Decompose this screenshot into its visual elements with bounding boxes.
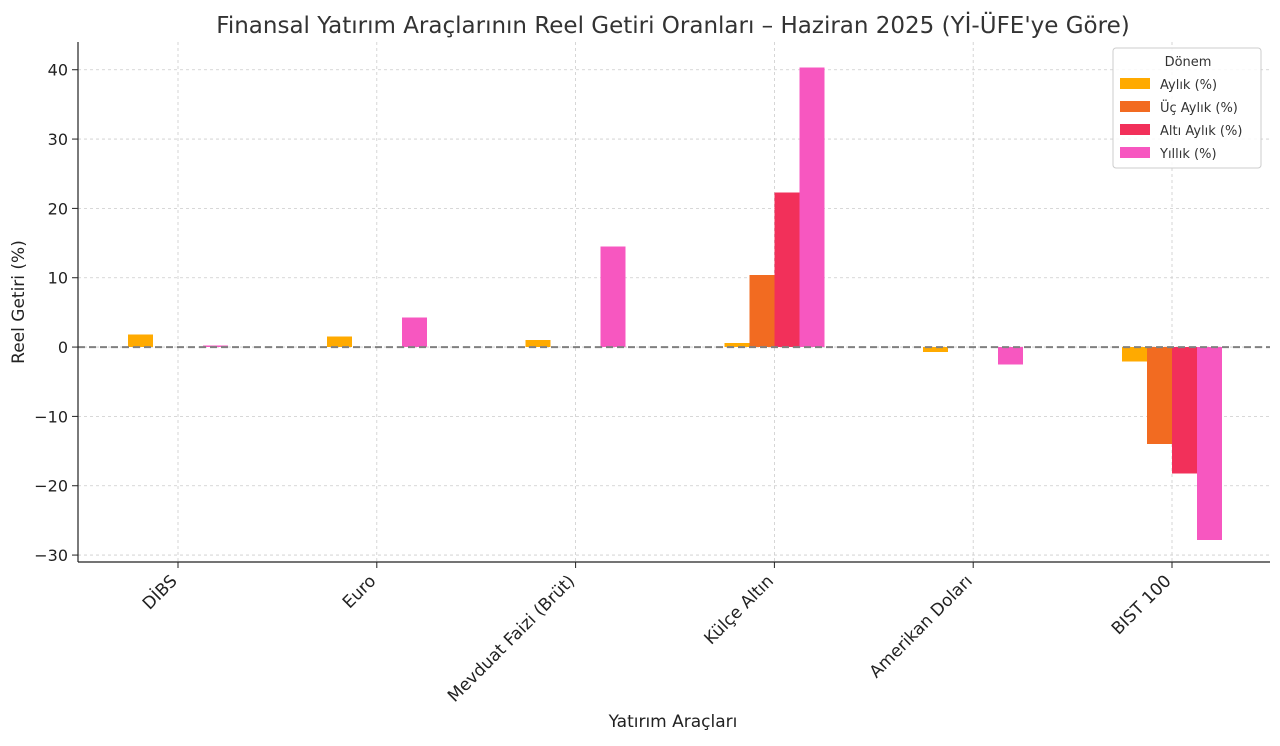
chart-title: Finansal Yatırım Araçlarının Reel Getiri…: [216, 11, 1129, 39]
x-tick-label: Külçe Altın: [700, 571, 777, 648]
bar-3-6: [1172, 347, 1197, 474]
bar-4-5: [998, 347, 1024, 365]
y-tick-label: −10: [34, 407, 68, 426]
legend-swatch: [1120, 101, 1150, 112]
bar-1-3: [525, 340, 551, 348]
bar-3-4: [774, 192, 800, 348]
legend-swatch: [1120, 147, 1150, 158]
x-axis-label: Yatırım Araçları: [608, 712, 738, 732]
x-tick-label: Mevduat Faizi (Brüt): [444, 571, 579, 706]
legend-label: Üç Aylık (%): [1160, 99, 1238, 116]
legend-swatch: [1120, 124, 1150, 135]
legend-label: Aylık (%): [1160, 78, 1217, 93]
bar-2-4: [749, 274, 775, 348]
x-tick-label: Amerikan Doları: [866, 571, 977, 682]
legend-label: Altı Aylık (%): [1160, 124, 1242, 139]
bar-1-4: [724, 342, 750, 348]
x-tick-label: DİBS: [138, 571, 181, 614]
legend-label: Yıllık (%): [1159, 147, 1217, 162]
y-tick-label: 10: [48, 269, 68, 288]
legend: Dönem Aylık (%) Üç Aylık (%) Altı Aylık (%…: [1112, 47, 1262, 169]
legend-swatch: [1120, 78, 1150, 89]
legend-title: Dönem: [1165, 55, 1212, 70]
bar-1-2: [326, 336, 352, 348]
bar-4-4: [799, 67, 825, 348]
y-tick-label: 40: [48, 61, 68, 80]
y-axis-label: Reel Getiri (%): [9, 240, 29, 364]
legend-items: Aylık (%) Üç Aylık (%) Altı Aylık (%) Yıllı…: [1120, 78, 1242, 162]
bar-1-6: [1122, 347, 1147, 362]
y-tick-label: −30: [34, 546, 68, 565]
x-tick-label: BIST 100: [1108, 571, 1176, 639]
grid-layer: [78, 42, 1270, 562]
x-tick-label: Euro: [339, 571, 380, 612]
bar-1-1: [128, 334, 153, 348]
y-tick-label: 30: [48, 130, 68, 149]
y-tick-label: 20: [48, 199, 68, 218]
y-tick-label: −20: [34, 477, 68, 496]
bar-2-6: [1147, 347, 1172, 445]
bar-4-3: [600, 246, 626, 348]
bar-4-2: [401, 317, 427, 348]
y-tick-label: 0: [58, 338, 68, 357]
axis-layer: −30 −20 −10 0 10 20 30 40 DİBS Euro Mevduat Faizi …: [34, 42, 1270, 706]
bar-layer: [128, 67, 1222, 540]
bar-4-6: [1197, 347, 1222, 540]
bar-1-5: [923, 347, 949, 352]
